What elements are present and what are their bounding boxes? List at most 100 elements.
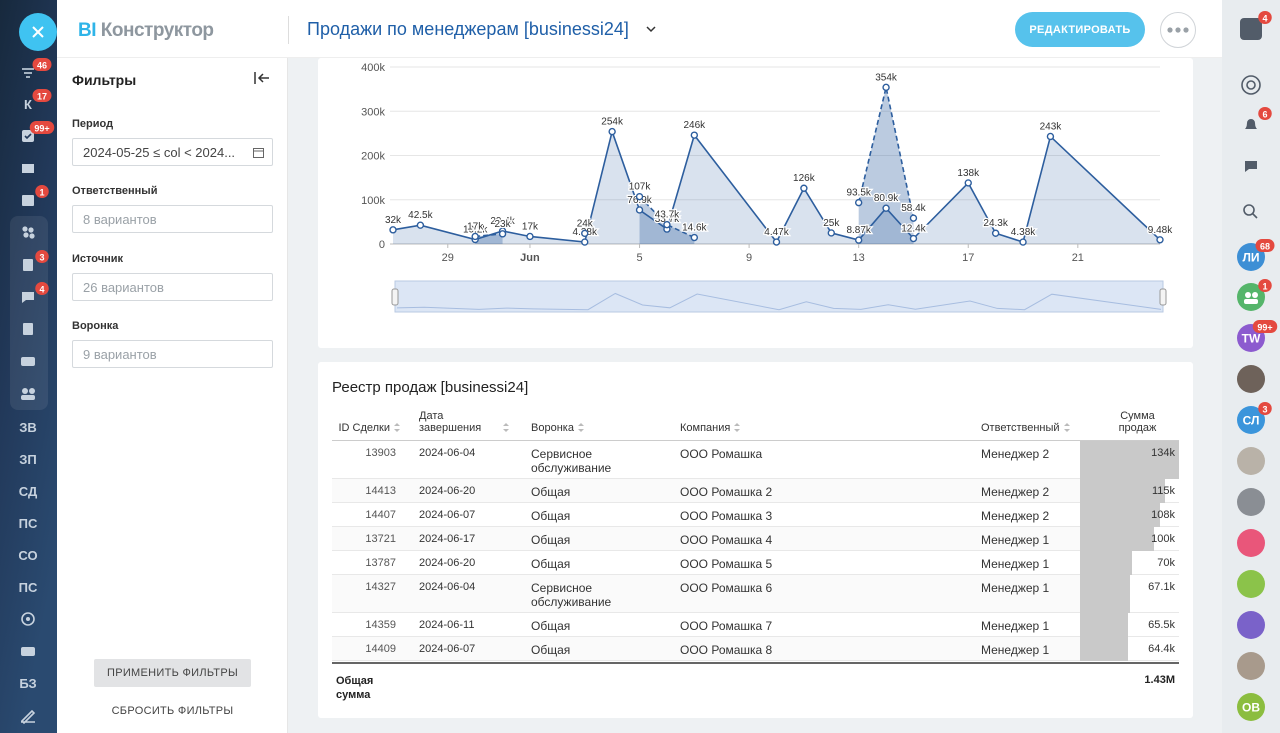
- edit-button[interactable]: РЕДАКТИРОВАТЬ: [1015, 12, 1145, 47]
- icon-part: [24, 133, 32, 140]
- title-chevron[interactable]: [645, 25, 657, 35]
- nav-icon[interactable]: [23, 259, 33, 271]
- column-header[interactable]: Дата завершения: [404, 404, 527, 441]
- nav-icon[interactable]: [23, 323, 33, 335]
- avatar[interactable]: [1237, 447, 1265, 475]
- avatar[interactable]: [1237, 488, 1265, 516]
- nav-label[interactable]: ПС: [19, 580, 38, 595]
- icon-part: [20, 709, 36, 725]
- table-cell: 2024-06-20: [404, 478, 527, 503]
- avatar[interactable]: [1237, 283, 1265, 311]
- icon-part: [28, 227, 34, 233]
- select[interactable]: 9 вариантов: [72, 340, 273, 368]
- navigator-handle[interactable]: [391, 288, 399, 306]
- icon-part: [29, 233, 35, 239]
- point: [854, 236, 863, 244]
- field-value: 9 вариантов: [83, 347, 157, 362]
- navigator[interactable]: [394, 280, 1164, 313]
- icon-part: [1246, 80, 1256, 90]
- sort-icon[interactable]: [394, 422, 400, 432]
- sort-icon[interactable]: [1063, 422, 1070, 432]
- nav-icon[interactable]: [21, 647, 35, 656]
- nav-icon[interactable]: [1244, 292, 1258, 304]
- nav-label[interactable]: ЗП: [19, 452, 37, 467]
- sort-icon[interactable]: [734, 422, 741, 432]
- avatar[interactable]: [1237, 693, 1265, 721]
- point: [581, 238, 589, 246]
- nav-label[interactable]: БЗ: [19, 676, 36, 691]
- avatar[interactable]: [1237, 570, 1265, 598]
- area: [393, 131, 1160, 244]
- brand-bi: BI: [78, 20, 97, 41]
- brand-name: Конструктор: [100, 20, 214, 41]
- column-header[interactable]: Ответственный: [977, 404, 1080, 441]
- nav-icon[interactable]: [21, 388, 35, 400]
- more-button[interactable]: [1159, 11, 1197, 49]
- navigator-handle[interactable]: [1159, 288, 1167, 306]
- nav-icon[interactable]: [22, 68, 34, 78]
- avatar[interactable]: [1237, 406, 1265, 434]
- nav-icon[interactable]: [22, 130, 34, 142]
- apply-button[interactable]: ПРИМЕНИТЬ ФИЛЬТРЫ: [94, 659, 251, 687]
- sales-table: ID Сделки Дата завершения Воронка Компания О…: [332, 404, 1179, 661]
- nav-label[interactable]: ПС: [19, 516, 38, 531]
- sum-bar: [1080, 636, 1128, 661]
- filters-panel: Фильтры Период 2024-05-25 ≤ col < 2024..…: [57, 58, 288, 733]
- avatar[interactable]: [1237, 529, 1265, 557]
- nav-icon[interactable]: [22, 195, 34, 206]
- header-row: ID Сделки Дата завершения Воронка Компания О…: [332, 404, 1179, 441]
- column-header[interactable]: Сумма продаж: [1080, 404, 1179, 441]
- nav-icon[interactable]: [22, 226, 35, 239]
- avatar-initials: СЛ: [1243, 414, 1260, 428]
- select[interactable]: 26 вариантов: [72, 273, 273, 301]
- y-tick-label: 300k: [361, 106, 385, 118]
- badge: [35, 185, 49, 198]
- table-cell: ООО Ромашка 5: [676, 550, 977, 575]
- badge-count: 4: [1262, 14, 1267, 24]
- sort-icon[interactable]: [503, 422, 509, 432]
- nav-icon[interactable]: [22, 292, 34, 303]
- nav-icon[interactable]: [20, 709, 36, 725]
- nav-icon[interactable]: [22, 164, 34, 173]
- nav-label[interactable]: К: [24, 97, 32, 112]
- column-header[interactable]: Компания: [676, 404, 977, 441]
- period-input[interactable]: 2024-05-25 ≤ col < 2024...: [72, 138, 273, 166]
- column-header[interactable]: Воронка: [527, 404, 676, 441]
- nav-label[interactable]: ЗВ: [19, 420, 37, 435]
- nav-icon[interactable]: [1245, 161, 1257, 172]
- avatar[interactable]: [1237, 365, 1265, 393]
- calendar-icon: [253, 148, 264, 158]
- field-value: 8 вариантов: [83, 212, 157, 227]
- data-label: 93.5k: [846, 188, 871, 199]
- nav-icon[interactable]: [1243, 204, 1258, 219]
- data-label: 32k: [385, 215, 402, 226]
- column-header[interactable]: ID Сделки: [332, 404, 404, 441]
- nav-label[interactable]: СО: [18, 548, 37, 563]
- sort-icon[interactable]: [577, 422, 584, 432]
- column-title: ID Сделки: [338, 421, 390, 434]
- data-label: 12.4k: [901, 224, 926, 235]
- point: [635, 192, 644, 201]
- nav-icon[interactable]: [1240, 18, 1262, 40]
- data-label: 29.4k: [490, 216, 515, 227]
- select[interactable]: 8 вариантов: [72, 205, 273, 233]
- nav-icon[interactable]: [1245, 119, 1257, 129]
- data-label: 138k: [957, 168, 980, 179]
- x-tick-label: 17: [962, 252, 974, 264]
- nav-icon[interactable]: [21, 357, 35, 366]
- table-cell: 14407: [332, 502, 404, 527]
- dashboard-title[interactable]: Продажи по менеджерам [businessi24]: [307, 19, 629, 39]
- reset-button[interactable]: СБРОСИТЬ ФИЛЬТРЫ: [111, 705, 234, 717]
- nav-icon[interactable]: [21, 612, 35, 626]
- avatar[interactable]: [1237, 652, 1265, 680]
- icon-part: [1241, 75, 1261, 95]
- badge: [1252, 320, 1278, 333]
- badge-count: 3: [1262, 405, 1267, 415]
- nav-label[interactable]: СД: [19, 484, 38, 499]
- collapse-button[interactable]: [253, 70, 271, 86]
- table-cell: Сервисное обслуживание: [527, 574, 676, 613]
- avatar[interactable]: [1237, 611, 1265, 639]
- icon-part: [23, 323, 33, 335]
- nav-icon[interactable]: [1241, 75, 1261, 95]
- sum-label: 65.5k: [1148, 618, 1175, 631]
